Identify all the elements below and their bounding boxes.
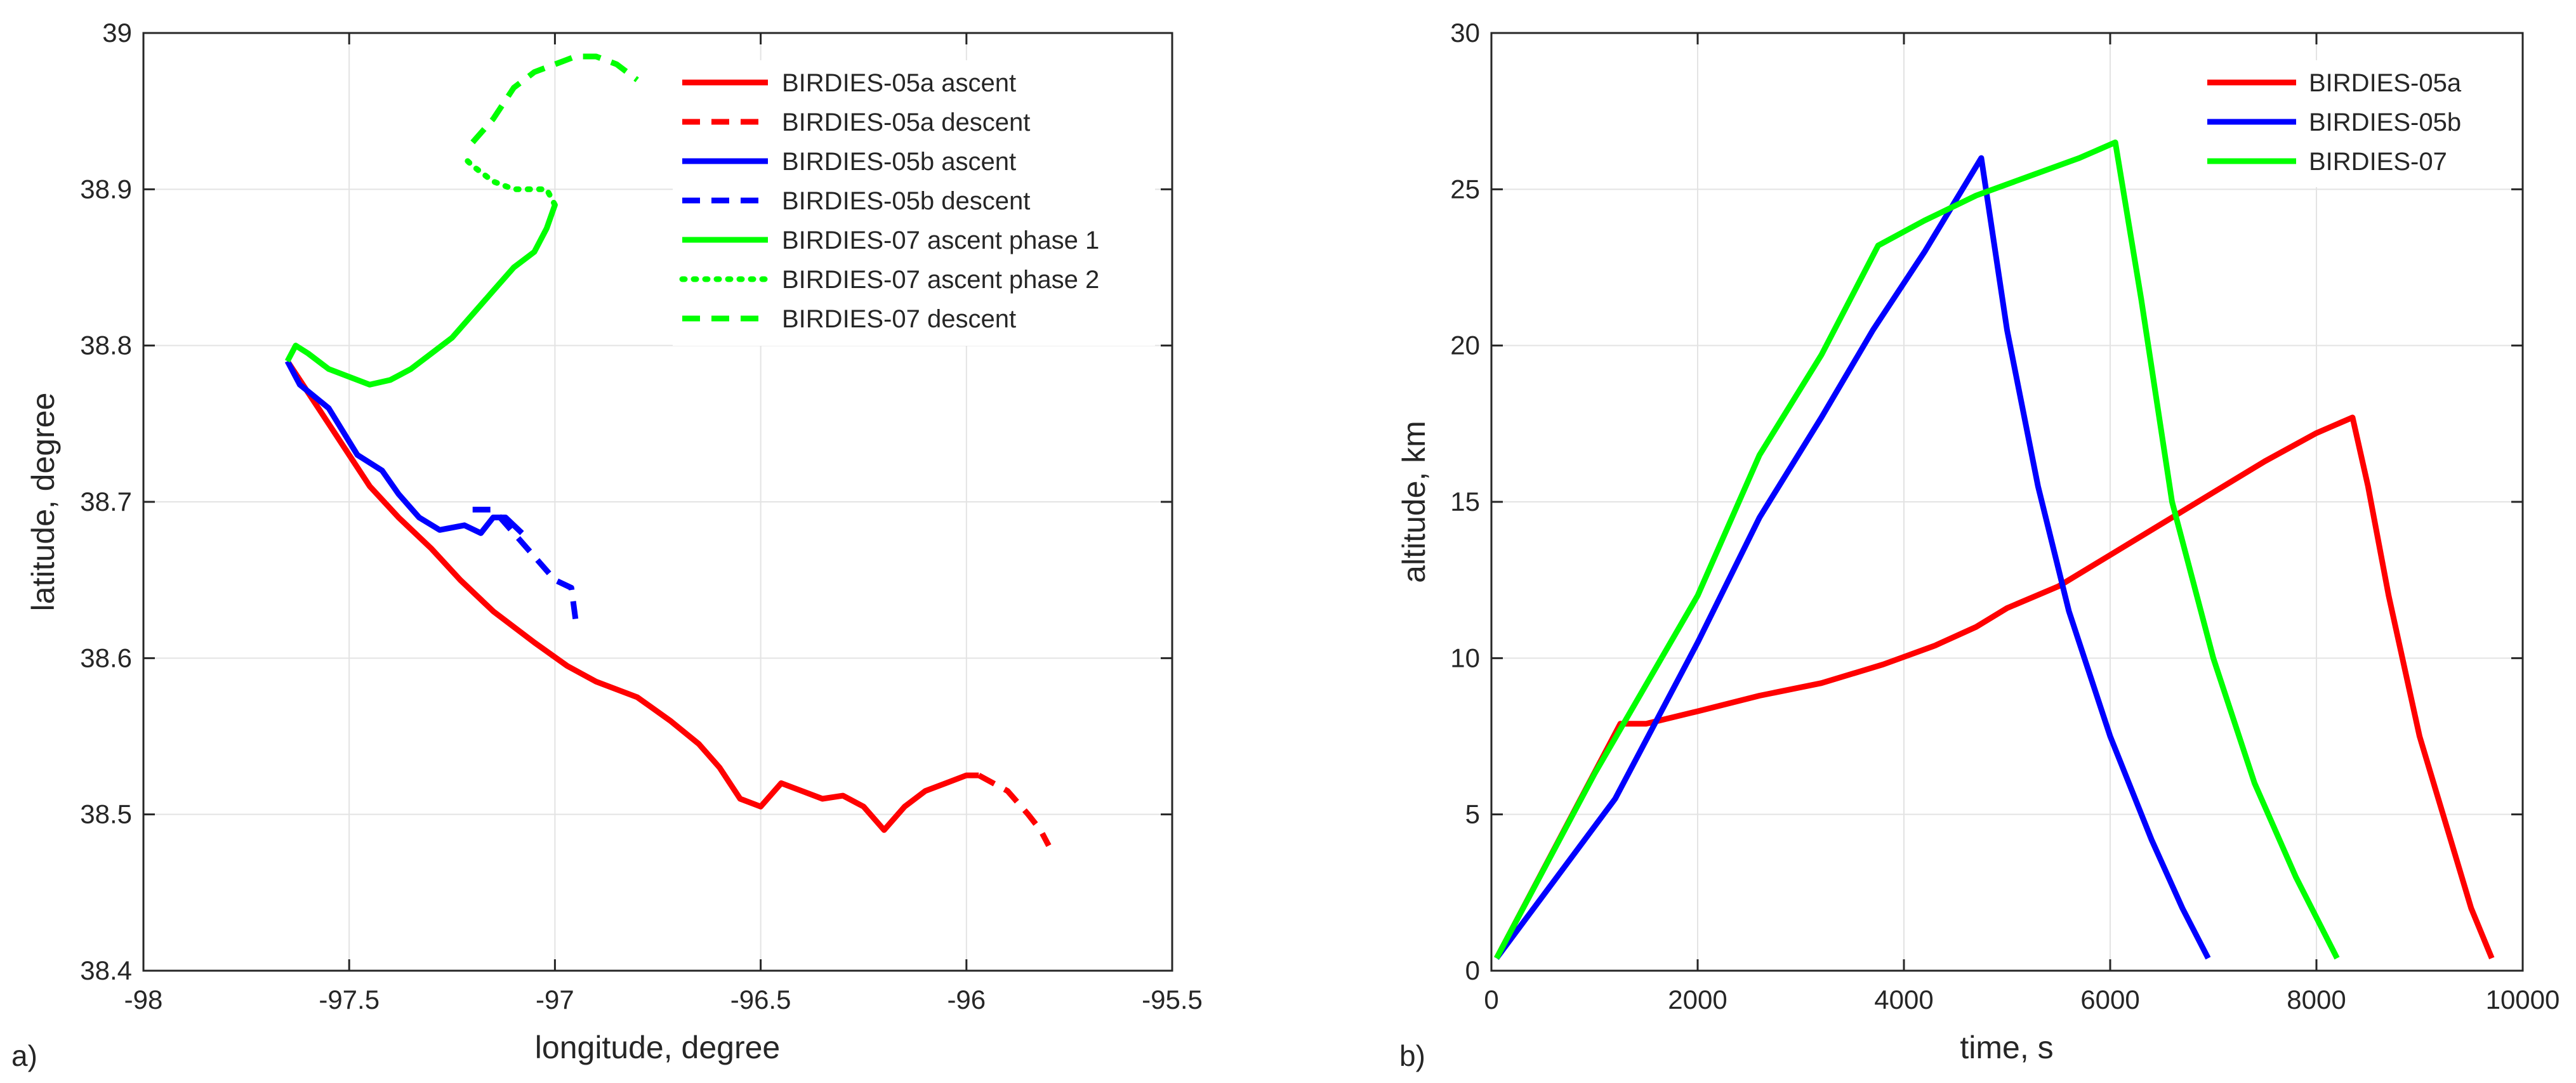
series-line-1 xyxy=(1494,414,2495,960)
chart-panel-b: 0 2000 4000 6000 8000 10000 0 5 10 15 20 25 30 time,… xyxy=(1396,18,2559,1072)
x-tick-label: -98 xyxy=(124,985,163,1014)
legend-b: BIRDIES-05a BIRDIES-05b BIRDIES-07 xyxy=(2199,60,2504,187)
y-axis-label-a: latitude, degree xyxy=(25,393,61,612)
x-tick-label: -97.5 xyxy=(319,985,380,1014)
x-tick-label: 10000 xyxy=(2486,985,2560,1014)
legend-label-5: BIRDIES-07 ascent phase 1 xyxy=(782,226,1099,254)
x-axis-label-b: time, s xyxy=(1960,1030,2053,1065)
y-tick-label: 0 xyxy=(1465,955,1480,985)
series-line-1 xyxy=(285,359,979,833)
x-tick-label: -96 xyxy=(947,985,986,1014)
series-line-3 xyxy=(1494,139,2340,960)
legend-label-4: BIRDIES-05b descent xyxy=(782,187,1030,215)
legend-label-3: BIRDIES-05b ascent xyxy=(782,148,1016,176)
series-group-b xyxy=(1494,139,2495,960)
y-tick-label: 38.7 xyxy=(80,487,132,516)
y-tick-label: 38.6 xyxy=(80,643,132,673)
series-line-2 xyxy=(977,773,1052,848)
legend-label-1: BIRDIES-05a xyxy=(2309,69,2462,97)
y-tick-label: 38.9 xyxy=(80,174,132,204)
y-tick-label: 5 xyxy=(1465,799,1480,829)
x-axis-label-a: longitude, degree xyxy=(535,1030,780,1065)
legend-a: BIRDIES-05a ascent BIRDIES-05a descent BIR… xyxy=(673,60,1155,346)
panel-label-b: b) xyxy=(1399,1039,1425,1072)
series-line-3 xyxy=(284,360,524,536)
ticks-a: -98 -97.5 -97 -96.5 -96 -95.5 38.4 38.5 38.6 38.7… xyxy=(80,18,1203,1014)
y-axis-label-b: altitude, km xyxy=(1396,421,1432,583)
legend-label-7: BIRDIES-07 descent xyxy=(782,305,1016,333)
series-line-7 xyxy=(470,53,639,145)
y-tick-label: 38.8 xyxy=(80,331,132,360)
x-tick-label: 2000 xyxy=(1668,985,1727,1014)
y-tick-label: 15 xyxy=(1450,487,1480,516)
y-tick-label: 10 xyxy=(1450,643,1480,673)
y-tick-label: 30 xyxy=(1450,18,1480,48)
x-tick-label: 8000 xyxy=(2287,985,2346,1014)
y-tick-label: 38.4 xyxy=(80,955,132,985)
x-tick-label: 4000 xyxy=(1874,985,1933,1014)
x-tick-label: -96.5 xyxy=(730,985,791,1014)
y-tick-label: 38.5 xyxy=(80,799,132,829)
legend-label-2: BIRDIES-05b xyxy=(2309,108,2461,136)
y-tick-label: 25 xyxy=(1450,174,1480,204)
legend-label-2: BIRDIES-05a descent xyxy=(782,108,1030,136)
x-tick-label: 0 xyxy=(1484,985,1498,1014)
y-tick-label: 39 xyxy=(102,18,132,48)
series-line-2 xyxy=(1494,155,2211,960)
ticks-b: 0 2000 4000 6000 8000 10000 0 5 10 15 20 25 30 xyxy=(1450,18,2559,1014)
legend-label-3: BIRDIES-07 xyxy=(2309,148,2447,176)
legend-label-6: BIRDIES-07 ascent phase 2 xyxy=(782,266,1099,294)
series-group-a xyxy=(284,53,1052,848)
panel-label-a: a) xyxy=(11,1039,37,1072)
x-tick-label: -97 xyxy=(536,985,574,1014)
series-line-6 xyxy=(461,155,558,208)
y-tick-label: 20 xyxy=(1450,331,1480,360)
x-tick-label: 6000 xyxy=(2080,985,2139,1014)
series-line-5 xyxy=(284,204,558,388)
x-tick-label: -95.5 xyxy=(1142,985,1203,1014)
legend-label-1: BIRDIES-05a ascent xyxy=(782,69,1016,97)
series-line-4 xyxy=(472,506,579,620)
chart-panel-a: -98 -97.5 -97 -96.5 -96 -95.5 38.4 38.5 38.6 38.7… xyxy=(11,18,1203,1072)
